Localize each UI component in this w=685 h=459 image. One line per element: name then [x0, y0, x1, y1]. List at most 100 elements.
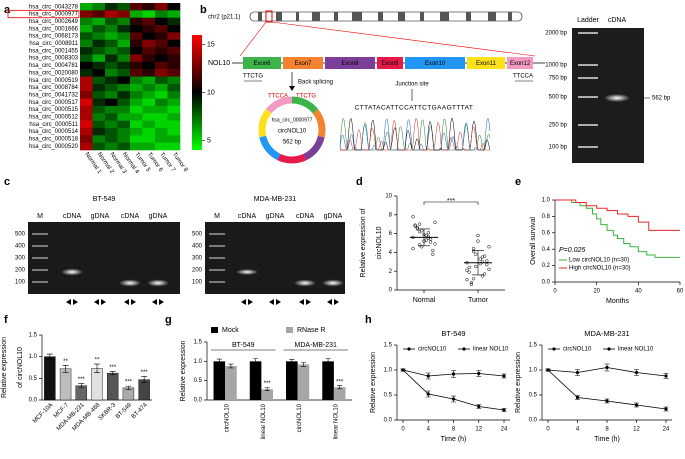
legend-label: circNOL10	[563, 347, 592, 353]
error-bar	[46, 353, 53, 360]
heat-cell	[117, 69, 131, 77]
colorbar	[192, 35, 202, 150]
data-point	[474, 264, 478, 269]
error-bar	[125, 385, 132, 390]
y-tick-label: 0	[389, 288, 393, 294]
x-tick-label: 8	[605, 427, 609, 433]
x-axis-label: Time (h)	[441, 436, 467, 443]
error-bar	[300, 362, 306, 367]
heat-cell	[117, 98, 131, 107]
row-label: hsa_circ_0000512	[29, 115, 79, 121]
heat-cell	[130, 105, 143, 114]
heat-cell	[167, 69, 181, 77]
ladder-bands	[578, 32, 598, 148]
heat-cell	[92, 113, 106, 121]
heat-cell	[142, 17, 156, 26]
heat-cell	[80, 127, 93, 136]
y-tick-label: 6	[389, 231, 393, 237]
y-tick-label: 10	[385, 194, 392, 200]
ladder-label: 300	[192, 256, 203, 262]
error-bar	[418, 228, 430, 247]
heat-cell	[92, 142, 106, 151]
data-point	[469, 282, 474, 287]
heat-cell	[167, 76, 181, 85]
colorbar-label: 5	[207, 137, 211, 144]
heat-cell	[105, 105, 118, 114]
heat-cell	[117, 61, 131, 70]
y-tick-label: 0.0	[542, 280, 551, 286]
heat-cell	[142, 3, 156, 11]
data-point	[451, 372, 456, 376]
chromosome-bands	[258, 12, 512, 21]
lane-label: cDNA	[238, 213, 257, 220]
row-label: hsa_circ_0000511	[29, 122, 78, 128]
exon	[467, 57, 505, 69]
heat-cell	[167, 39, 181, 48]
heat-cell	[117, 91, 131, 99]
exon	[405, 57, 465, 69]
ladder-label: 100 bp	[549, 145, 568, 151]
bar	[322, 361, 334, 400]
bar	[225, 365, 237, 400]
trace	[339, 117, 490, 151]
row-label: hsa_circ_0000519	[29, 78, 79, 84]
ladder-label: 400	[192, 244, 203, 250]
significance-label: **	[63, 359, 68, 365]
survival-curve	[555, 199, 680, 231]
heat-cell	[117, 127, 131, 136]
data-point	[426, 374, 430, 378]
heat-cell	[105, 76, 118, 85]
data-point	[482, 254, 487, 258]
heat-cell	[117, 10, 131, 18]
circrna-ring	[258, 96, 326, 164]
ring-segment	[258, 96, 326, 164]
ladder-label: 100	[15, 280, 26, 286]
heat-cell	[142, 69, 156, 77]
legend-marker	[462, 347, 466, 351]
y-axis-label: of circNOL10	[17, 347, 24, 388]
data-point	[420, 245, 424, 249]
data-point	[433, 220, 437, 224]
circ-label: circNOL10	[278, 129, 307, 135]
ring-segment	[258, 96, 326, 164]
heat-cell	[92, 47, 106, 55]
lane-label: cDNA	[63, 213, 82, 220]
left-sequence: TTCTG	[243, 74, 263, 80]
heat-cell	[167, 17, 181, 26]
exon	[325, 57, 375, 69]
heat-cell	[92, 127, 106, 136]
heat-cell	[80, 17, 93, 26]
heat-cell	[117, 25, 131, 33]
data-point	[502, 374, 506, 378]
heat-cell	[142, 47, 156, 55]
row-label: hsa_circ_0004781	[29, 63, 79, 69]
right-sequence: TTCCA	[513, 74, 533, 80]
data-point	[420, 229, 424, 233]
x-tick-label: 0	[401, 427, 405, 433]
y-tick-label: 2	[389, 269, 393, 275]
heat-cell	[105, 120, 118, 129]
x-tick-label: 0	[553, 289, 557, 295]
heat-cell	[167, 142, 181, 151]
data-point	[431, 248, 435, 253]
data-point	[413, 224, 417, 228]
data-point	[478, 257, 482, 261]
data-point	[417, 243, 422, 247]
heat-cell	[80, 113, 93, 121]
bar	[297, 364, 310, 400]
panel-label: a	[4, 4, 11, 16]
chart-title: BT-549	[441, 329, 465, 338]
heat-cell	[105, 142, 118, 151]
heat-cell	[105, 10, 118, 18]
row-label: hsa_circ_0000518	[29, 137, 79, 143]
legend-label: linear NOL10	[473, 347, 509, 353]
panel-label: g	[165, 314, 172, 326]
row-label: hsa_circ_0000517	[29, 100, 79, 106]
panel-label: e	[515, 176, 521, 188]
ladder-label: 300	[15, 256, 26, 262]
row-label: hsa_circ_0000514	[29, 129, 79, 135]
heat-cell	[80, 105, 93, 114]
bar	[249, 361, 262, 400]
heat-cell	[130, 3, 143, 11]
significance-label: **	[95, 358, 100, 364]
